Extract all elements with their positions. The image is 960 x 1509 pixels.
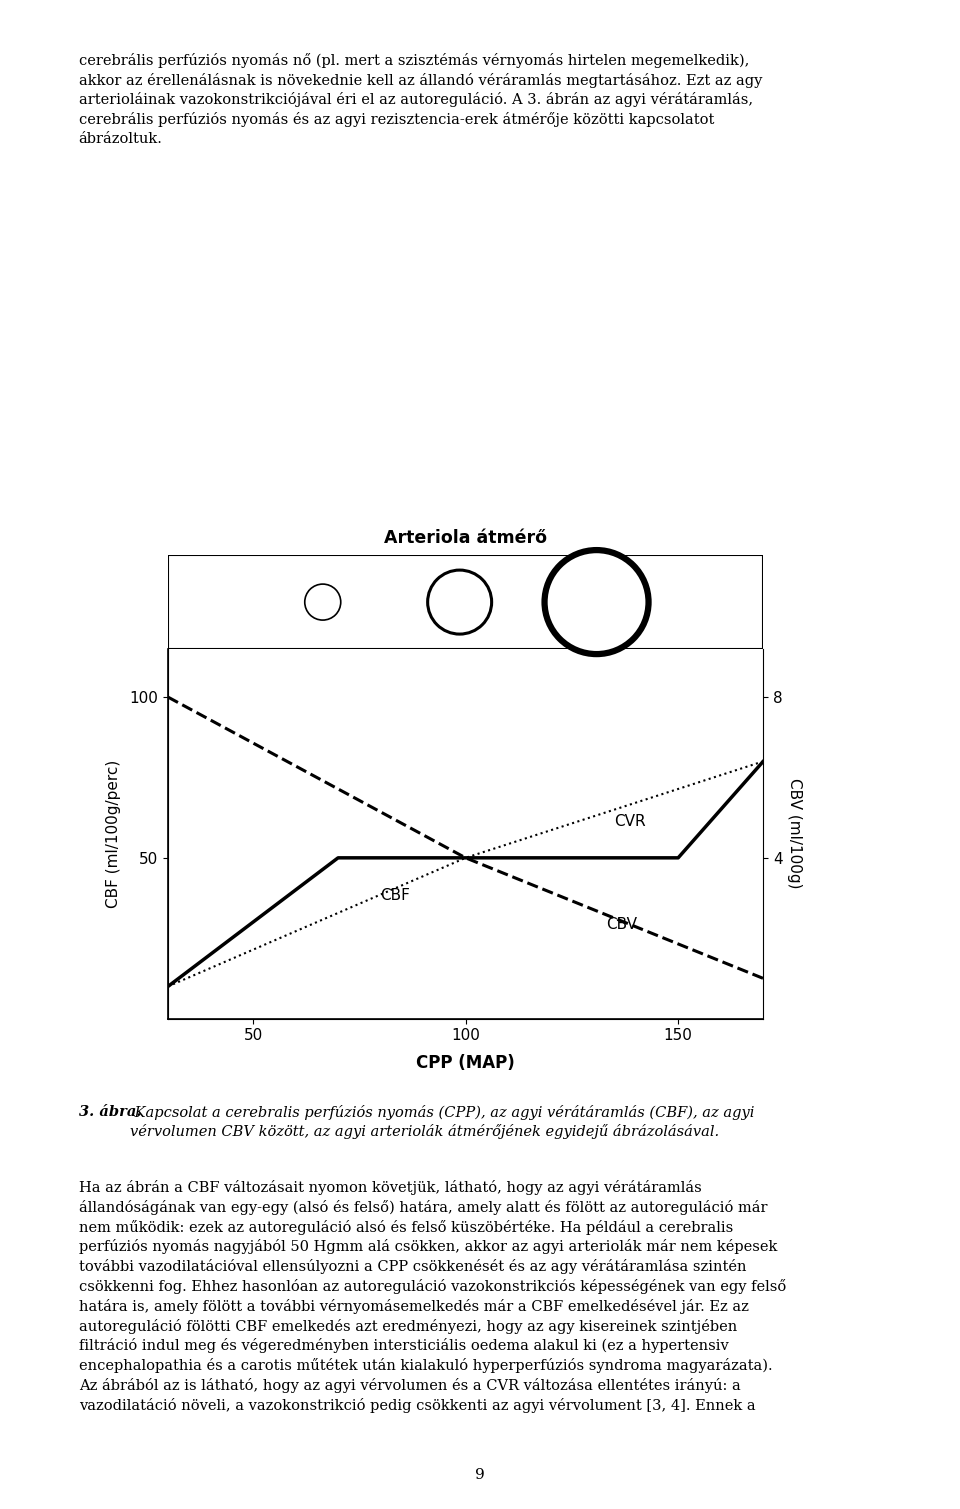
Y-axis label: CBF (ml/100g/perc): CBF (ml/100g/perc)	[106, 759, 121, 908]
Text: 9: 9	[475, 1468, 485, 1482]
Text: Ha az ábrán a CBF változásait nyomon követjük, látható, hogy az agyi vérátáramlá: Ha az ábrán a CBF változásait nyomon köv…	[79, 1180, 786, 1412]
Text: CBV: CBV	[606, 916, 636, 931]
Text: 3. ábra.: 3. ábra.	[79, 1105, 141, 1118]
Text: cerebrális perfúziós nyomás nő (pl. mert a szisztémás vérnyomás hirtelen megemel: cerebrális perfúziós nyomás nő (pl. mert…	[79, 53, 762, 145]
Text: CVR: CVR	[614, 813, 646, 828]
Text: Kapcsolat a cerebralis perfúziós nyomás (CPP), az agyi vérátáramlás (CBF), az ag: Kapcsolat a cerebralis perfúziós nyomás …	[130, 1105, 754, 1139]
Text: CBF: CBF	[380, 887, 411, 902]
X-axis label: CPP (MAP): CPP (MAP)	[417, 1055, 515, 1073]
Y-axis label: CBV (ml/100g): CBV (ml/100g)	[787, 779, 802, 889]
Text: Arteriola átmérő: Arteriola átmérő	[384, 530, 547, 548]
